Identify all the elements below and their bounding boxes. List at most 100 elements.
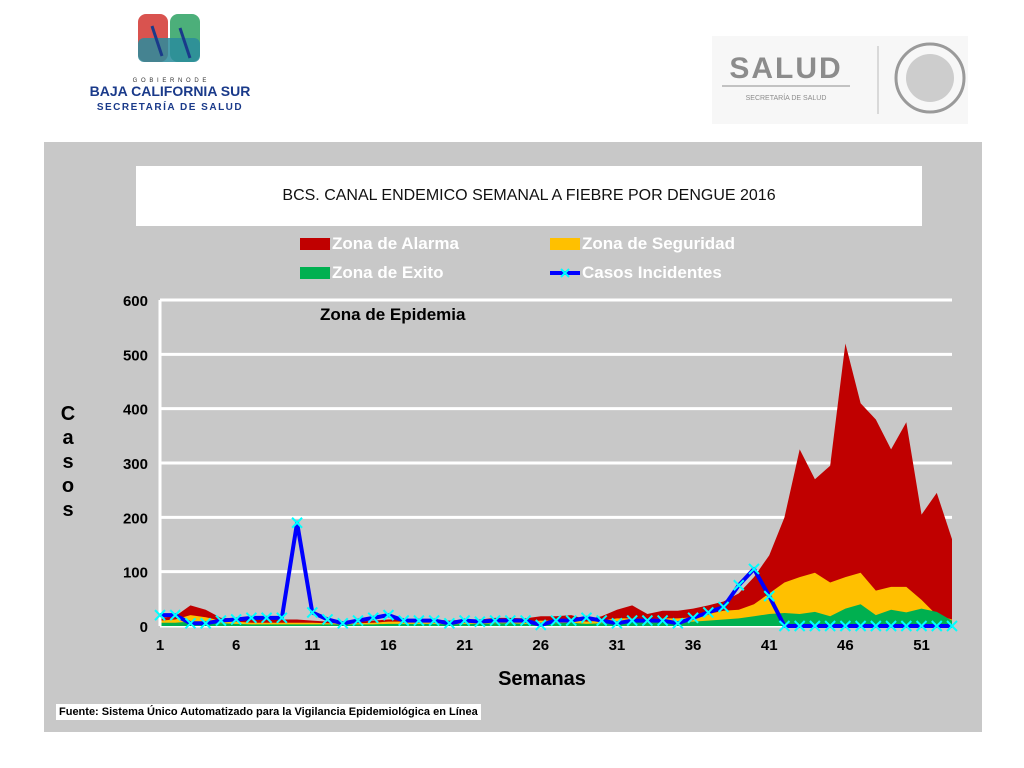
marker-casos-semana-16 [382,609,395,621]
marker-casos-semana-22 [474,615,486,628]
legend-item-exito: Zona de Exito [300,263,443,283]
marker-casos-semana-39 [733,579,745,591]
legend-swatch-alarma [300,238,330,250]
marker-casos-semana-14 [352,614,364,627]
y-axis-letter: C [60,403,76,425]
mexico-seal [894,42,966,114]
legend-item-seguridad: Zona de Seguridad [550,234,735,254]
area-zona-seguridad [160,572,952,626]
marker-casos-semana-53 [946,620,958,632]
x-tick-label: 21 [456,637,473,654]
marker-casos-semana-8 [260,612,273,624]
marker-casos-semana-47 [854,620,867,632]
marker-casos-semana-42 [778,620,791,632]
x-tick-label: 31 [609,637,626,654]
x-tick-label: 41 [761,637,778,654]
marker-casos-semana-46 [839,620,852,632]
marker-casos-semana-20 [443,617,456,629]
marker-casos-semana-25 [519,614,532,627]
marker-casos-semana-10 [291,517,303,529]
marker-casos-semana-27 [550,614,562,627]
source-footnote: Fuente: Sistema Único Automatizado para … [56,704,481,720]
marker-casos-semana-35 [672,617,684,629]
logo-line3: SECRETARÍA DE SALUD [97,100,243,113]
salud-logo: SALUD SECRETARÍA DE SALUD [712,36,968,124]
y-tick-label: 0 [140,619,148,636]
marker-casos-semana-12 [321,613,334,626]
marker-casos-semana-43 [793,620,806,632]
marker-casos-semana-41 [763,590,775,602]
legend-swatch-casos [550,268,580,278]
marker-casos-semana-15 [367,612,379,624]
marker-casos-semana-19 [428,614,440,627]
legend-item-alarma: Zona de Alarma [300,234,459,254]
marker-casos-semana-29 [580,612,593,624]
marker-casos-semana-5 [215,614,227,627]
x-tick-label: 51 [913,637,930,654]
x-tick-label: 46 [837,637,854,654]
marker-casos-semana-18 [413,614,425,627]
marker-casos-semana-52 [931,620,943,632]
legend-label-alarma: Zona de Alarma [332,234,459,253]
y-tick-label: 500 [123,347,148,364]
legend-label-seguridad: Zona de Seguridad [582,234,736,253]
logo-line1: G O B I E R N O D E [133,78,208,84]
y-tick-label: 400 [123,402,148,419]
marker-casos-semana-3 [184,617,197,629]
y-axis-letter: s [62,499,74,521]
x-tick-label: 6 [232,637,240,654]
legend-swatch-seguridad [550,238,580,250]
salud-sub: SECRETARÍA DE SALUD [746,93,827,102]
marker-casos-semana-1 [154,609,166,621]
x-tick-label: 36 [685,637,702,654]
marker-casos-semana-32 [626,614,638,627]
y-tick-label: 600 [123,293,148,310]
chart-title-box: BCS. CANAL ENDEMICO SEMANAL A FIEBRE POR… [136,166,922,226]
marker-casos-semana-37 [702,606,715,619]
marker-casos-semana-34 [656,614,669,627]
logo-tile-teal [138,38,200,62]
marker-casos-semana-44 [809,620,821,632]
x-tick-label: 26 [532,637,549,654]
y-axis-letter: o [61,475,75,497]
marker-casos-semana-49 [885,620,897,632]
marker-casos-semana-13 [337,617,349,629]
chart-title: BCS. CANAL ENDEMICO SEMANAL A FIEBRE POR… [282,187,776,204]
x-tick-label: 1 [156,637,164,654]
marker-casos-semana-7 [245,612,258,624]
marker-casos-semana-21 [458,614,471,627]
marker-casos-semana-33 [641,614,654,627]
marker-casos-semana-9 [276,612,288,624]
salud-brand: SALUD [729,52,842,85]
marker-casos-semana-40 [748,563,760,575]
marker-casos-semana-2 [169,609,181,621]
marker-casos-semana-30 [595,614,608,627]
marker-casos-semana-48 [870,620,882,632]
marker-casos-semana-50 [900,620,913,632]
legend-label-exito: Zona de Exito [332,263,444,282]
x-tick-label: 16 [380,637,397,654]
marker-casos-semana-51 [915,620,928,632]
marker-casos-semana-11 [306,606,319,619]
y-axis-letter: s [62,451,74,473]
marker-casos-semana-4 [199,617,212,629]
zona-epidemia-label: Zona de Epidemia [320,305,466,324]
marker-casos-semana-45 [824,620,836,632]
logo-line2: BAJA CALIFORNIA SUR [90,83,251,99]
baja-california-sur-logo: G O B I E R N O D E BAJA CALIFORNIA SUR … [80,10,260,120]
marker-casos-semana-24 [504,614,517,627]
chart-legend: Zona de Alarma Zona de Seguridad Zona de… [300,232,820,288]
marker-casos-semana-38 [717,601,730,613]
marker-casos-semana-26 [535,619,547,631]
marker-casos-semana-28 [565,614,577,627]
legend-item-casos: Casos Incidentes [550,263,722,283]
y-tick-label: 300 [123,456,148,473]
y-axis-letter: a [62,427,74,449]
marker-casos-semana-36 [687,612,699,624]
y-tick-label: 200 [123,510,148,527]
marker-casos-semana-31 [611,617,623,629]
x-axis-title: Semanas [498,668,586,690]
legend-swatch-exito [300,267,330,279]
